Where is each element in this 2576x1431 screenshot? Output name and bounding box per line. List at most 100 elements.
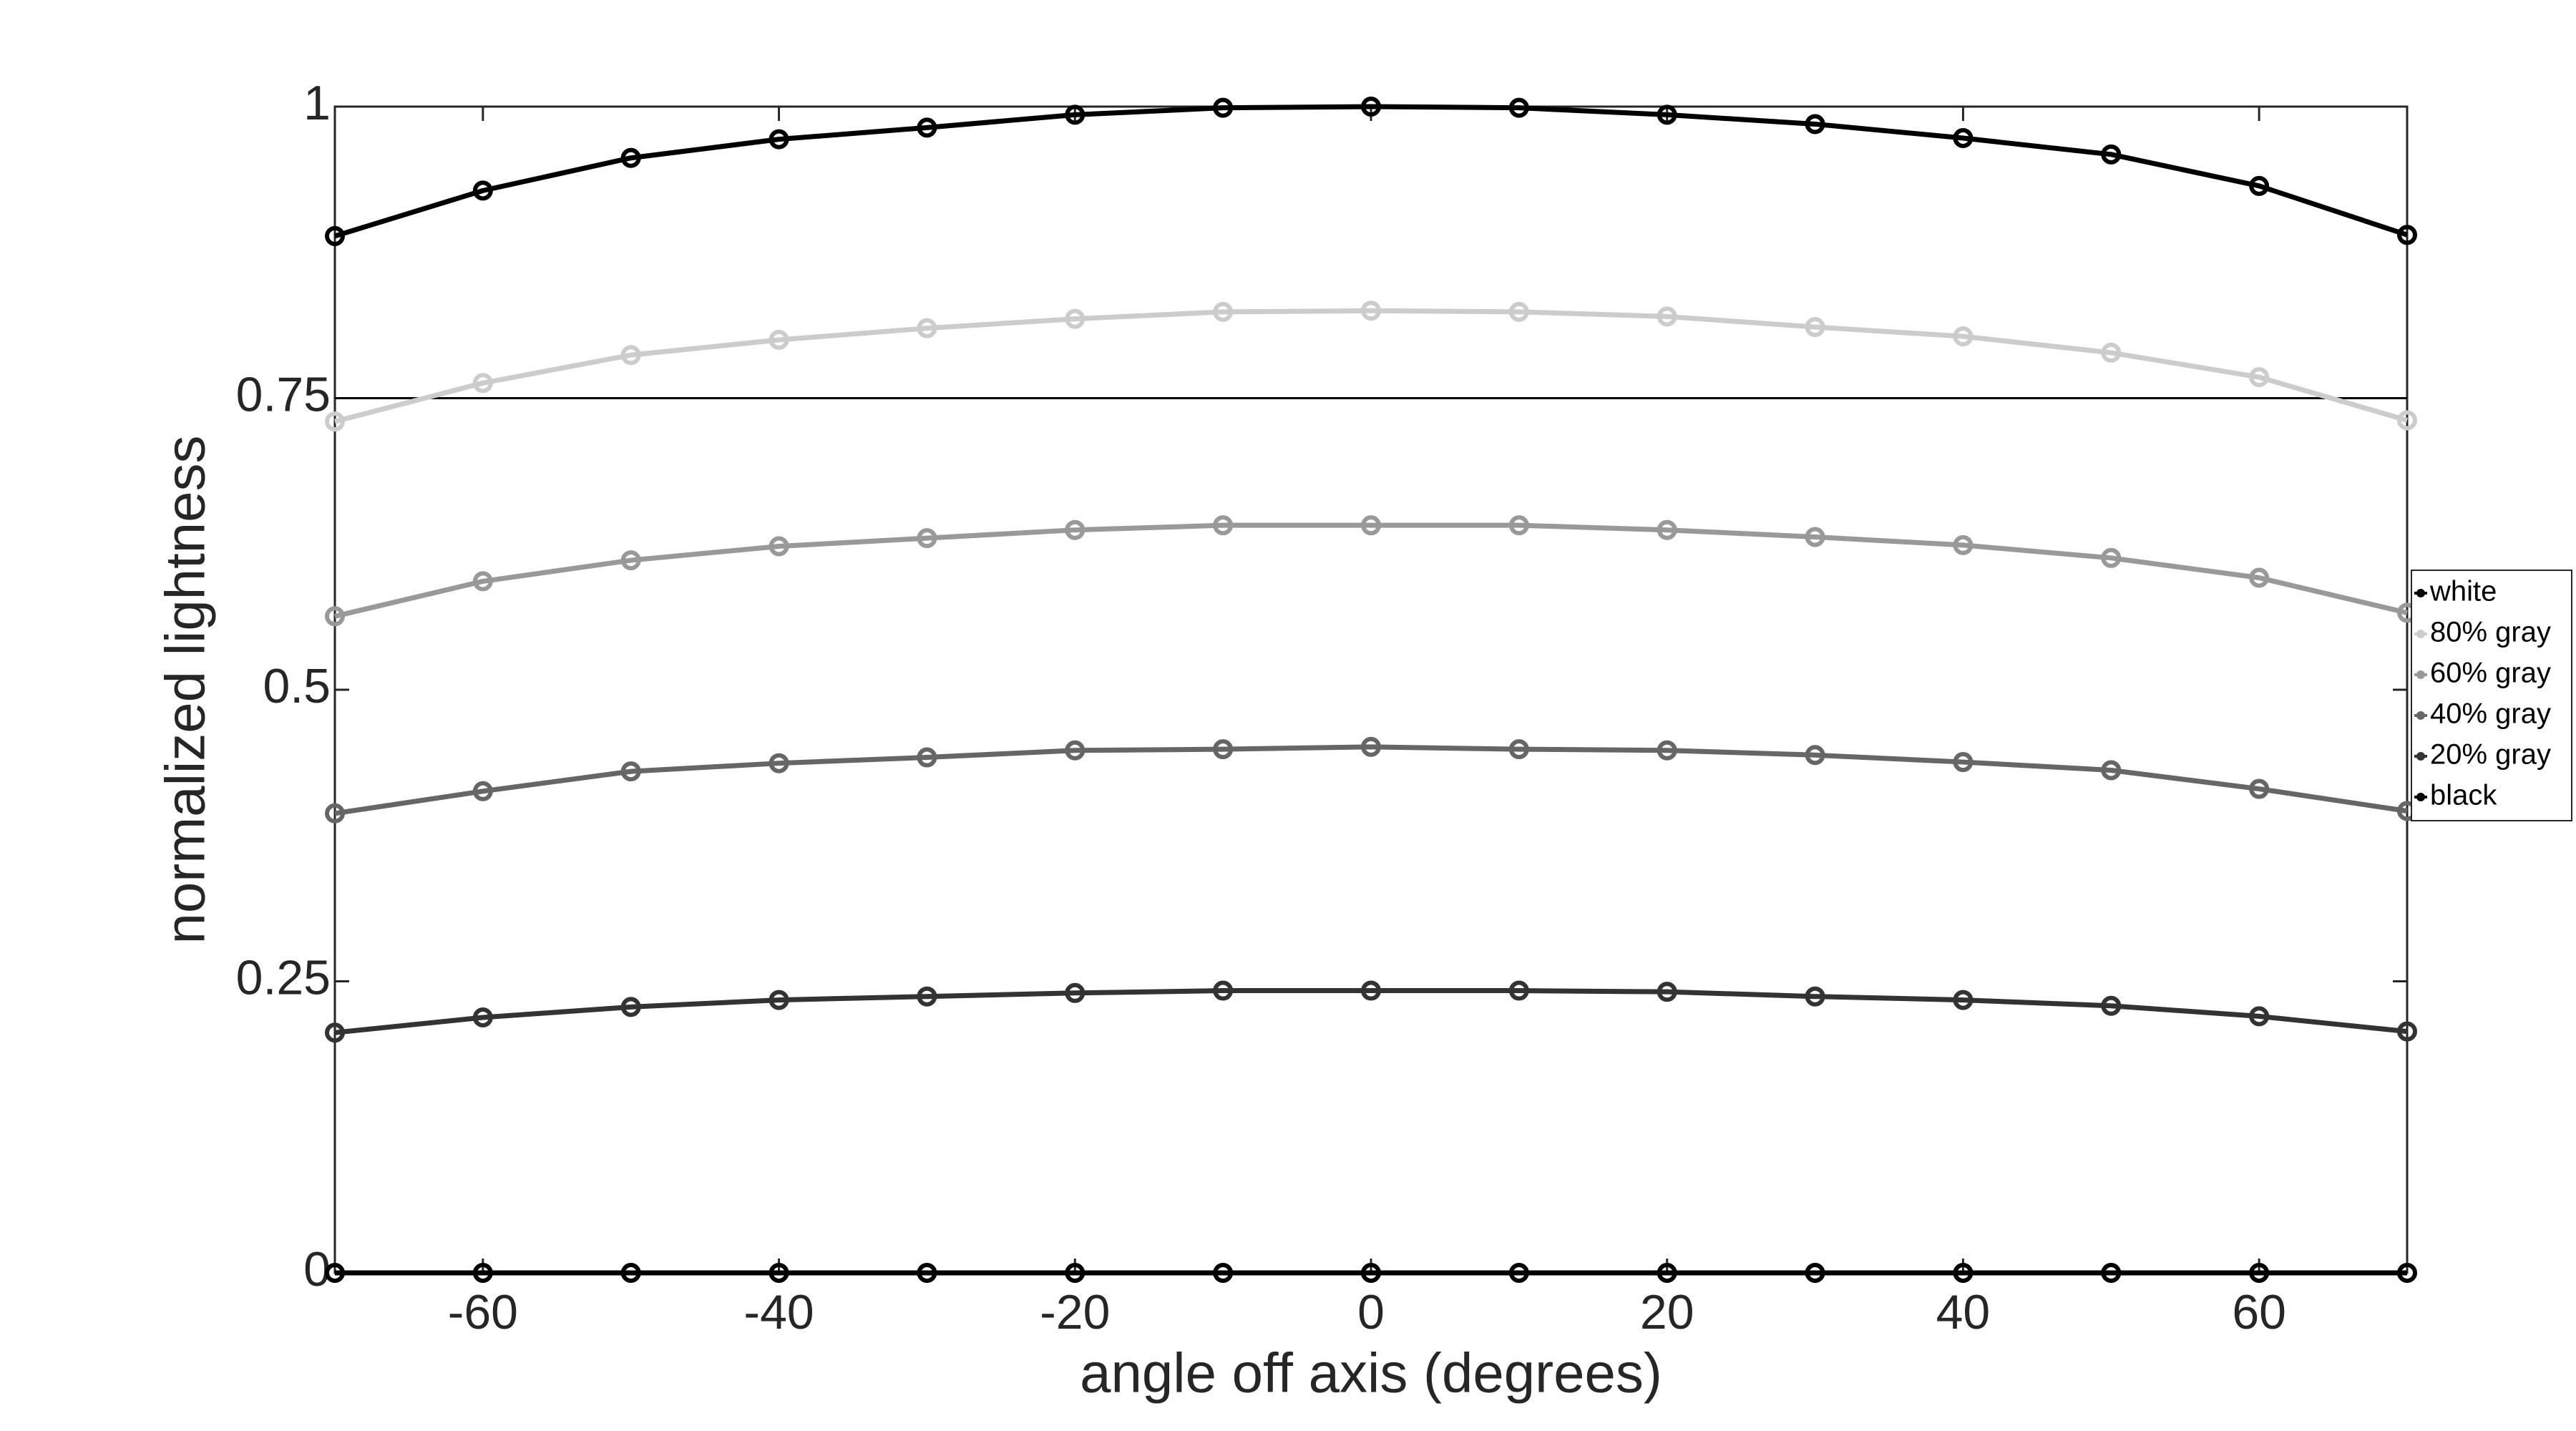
data-point xyxy=(769,1263,789,1283)
y-tick-label: 0.25 xyxy=(236,950,331,1005)
data-point xyxy=(917,1263,937,1283)
data-point xyxy=(325,1022,345,1043)
x-tick-label: -60 xyxy=(448,1285,518,1339)
y-tick-label: 0.75 xyxy=(236,367,331,421)
data-point xyxy=(1213,301,1234,322)
data-point xyxy=(1213,1263,1234,1283)
series-line xyxy=(333,104,2409,239)
data-point xyxy=(917,528,937,549)
data-point xyxy=(1805,317,1825,338)
data-point xyxy=(2397,225,2417,245)
data-point xyxy=(1065,308,1085,329)
data-point xyxy=(917,318,937,338)
data-point xyxy=(1508,1263,1529,1283)
legend-swatch-marker xyxy=(2416,793,2425,801)
data-point xyxy=(472,373,493,394)
data-point xyxy=(325,803,345,824)
plot-frame xyxy=(333,105,2409,1274)
data-point xyxy=(1213,97,1234,118)
data-point xyxy=(1657,1263,1677,1283)
y-axis-label: normalized lightness xyxy=(154,435,217,944)
data-point xyxy=(472,1263,493,1283)
data-point xyxy=(1657,740,1677,761)
data-point xyxy=(2249,1263,2270,1283)
data-point xyxy=(1805,114,1825,135)
data-point xyxy=(2249,567,2270,588)
x-tick-label: -20 xyxy=(1040,1285,1110,1339)
data-point xyxy=(1657,519,1677,540)
data-point xyxy=(325,1263,345,1283)
legend-swatch-marker xyxy=(2416,670,2425,679)
legend-box xyxy=(2411,570,2572,821)
data-point xyxy=(1213,739,1234,760)
legend-swatch-marker xyxy=(2416,630,2425,638)
data-point xyxy=(1361,1263,1381,1283)
legend-label: 60% gray xyxy=(2430,658,2551,689)
data-point xyxy=(1805,527,1825,547)
data-point xyxy=(2249,1006,2270,1027)
data-point xyxy=(620,345,641,366)
data-point xyxy=(2101,342,2122,363)
data-point xyxy=(769,330,789,350)
data-point xyxy=(1805,986,1825,1007)
x-tick-label: 40 xyxy=(1936,1285,1991,1339)
data-point xyxy=(1953,1263,1974,1283)
data-point xyxy=(1361,736,1381,757)
x-tick-label: -40 xyxy=(743,1285,814,1339)
series-line xyxy=(334,744,2408,816)
x-tick-label: 20 xyxy=(1640,1285,1694,1339)
data-point xyxy=(2101,547,2122,568)
data-point xyxy=(472,571,493,592)
data-point xyxy=(2101,1263,2122,1283)
data-point xyxy=(325,225,345,246)
data-point xyxy=(2397,1021,2417,1042)
data-point xyxy=(1508,301,1529,322)
data-point xyxy=(1213,515,1234,536)
data-point xyxy=(1508,97,1529,118)
data-point xyxy=(2249,778,2270,799)
x-tick-label: 0 xyxy=(1357,1285,1385,1339)
x-axis-label: angle off axis (degrees) xyxy=(1080,1342,1662,1405)
data-point xyxy=(1953,128,1974,149)
data-point xyxy=(2397,410,2417,431)
y-tick-label: 1 xyxy=(303,76,331,130)
data-point xyxy=(2101,760,2122,781)
data-point xyxy=(2397,1263,2417,1283)
data-point xyxy=(1657,982,1677,1002)
legend-label: 80% gray xyxy=(2430,617,2551,648)
data-point xyxy=(1953,752,1974,773)
data-point xyxy=(1508,515,1529,536)
data-point xyxy=(1361,980,1381,1001)
legend-label: 40% gray xyxy=(2430,698,2551,730)
data-point xyxy=(1953,534,1974,555)
legend-swatch-marker xyxy=(2416,711,2425,720)
x-tick-label: 60 xyxy=(2232,1285,2286,1339)
data-point xyxy=(1953,990,1974,1010)
series-line xyxy=(334,308,2408,424)
data-point xyxy=(1065,982,1085,1003)
data-point xyxy=(472,781,493,801)
data-point xyxy=(2101,995,2122,1016)
data-point xyxy=(2101,144,2122,165)
data-point xyxy=(620,550,641,571)
data-point xyxy=(620,997,641,1017)
data-point xyxy=(620,761,641,782)
data-point xyxy=(1805,1263,1825,1283)
data-point xyxy=(1508,980,1529,1001)
data-point xyxy=(769,753,789,773)
data-point xyxy=(325,606,345,627)
legend-swatch-marker xyxy=(2416,589,2425,597)
series-line xyxy=(334,988,2408,1035)
data-point xyxy=(1361,515,1381,536)
data-point xyxy=(769,536,789,557)
data-point xyxy=(917,747,937,768)
data-point xyxy=(1805,745,1825,766)
y-tick-label: 0.5 xyxy=(263,659,331,713)
data-point xyxy=(620,147,641,168)
data-point xyxy=(769,129,789,150)
data-point xyxy=(917,117,937,138)
data-point xyxy=(1657,306,1677,327)
legend-label: black xyxy=(2430,780,2497,811)
